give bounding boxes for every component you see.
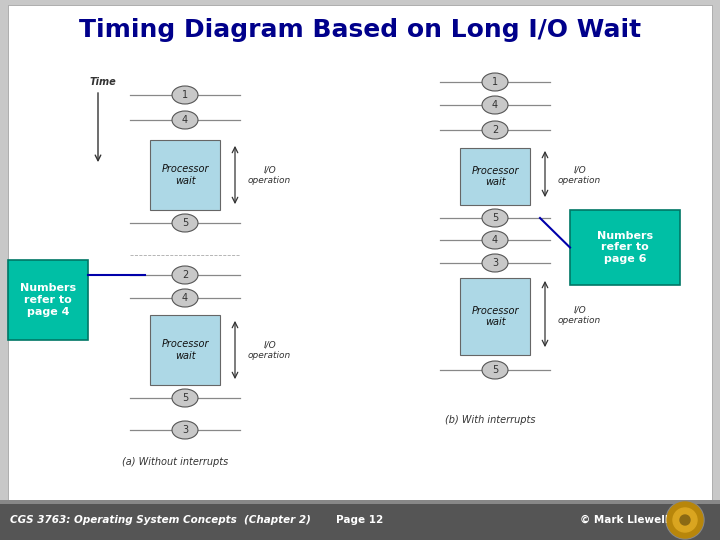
Ellipse shape [172, 266, 198, 284]
Circle shape [673, 508, 697, 532]
Ellipse shape [482, 209, 508, 227]
Ellipse shape [482, 231, 508, 249]
Ellipse shape [482, 73, 508, 91]
Text: Numbers
refer to
page 4: Numbers refer to page 4 [20, 284, 76, 316]
Text: 5: 5 [492, 365, 498, 375]
Text: 3: 3 [492, 258, 498, 268]
Text: 4: 4 [182, 115, 188, 125]
Text: 5: 5 [182, 218, 188, 228]
Bar [0, 500, 720, 504]
Ellipse shape [172, 421, 198, 439]
Text: 1: 1 [492, 77, 498, 87]
Ellipse shape [172, 289, 198, 307]
Text: I/O
operation: I/O operation [248, 340, 292, 360]
Text: Processor
wait: Processor wait [472, 306, 518, 327]
Text: (b) With interrupts: (b) With interrupts [445, 415, 535, 425]
Bar [0, 500, 720, 540]
Circle shape [667, 502, 703, 538]
Text: Numbers
refer to
page 6: Numbers refer to page 6 [597, 231, 653, 264]
Text: 2: 2 [492, 125, 498, 135]
Bar [460, 278, 530, 355]
Text: Timing Diagram Based on Long I/O Wait: Timing Diagram Based on Long I/O Wait [79, 18, 641, 42]
Text: CGS 3763: Operating System Concepts  (Chapter 2): CGS 3763: Operating System Concepts (Cha… [10, 515, 311, 525]
Text: © Mark Llewellyn: © Mark Llewellyn [580, 515, 683, 525]
Bar [460, 148, 530, 205]
Text: 2: 2 [182, 270, 188, 280]
Ellipse shape [482, 361, 508, 379]
Text: 3: 3 [182, 425, 188, 435]
Text: 5: 5 [182, 393, 188, 403]
Ellipse shape [172, 214, 198, 232]
Text: 4: 4 [492, 100, 498, 110]
Text: 4: 4 [182, 293, 188, 303]
Text: 4: 4 [492, 235, 498, 245]
Ellipse shape [172, 86, 198, 104]
Circle shape [666, 501, 704, 539]
Text: Processor
wait: Processor wait [161, 164, 209, 186]
Ellipse shape [172, 389, 198, 407]
Ellipse shape [482, 121, 508, 139]
Text: Processor
wait: Processor wait [472, 166, 518, 187]
Text: I/O
operation: I/O operation [248, 165, 292, 185]
Bar [8, 260, 88, 340]
Text: (a) Without interrupts: (a) Without interrupts [122, 457, 228, 467]
Bar [570, 210, 680, 285]
Ellipse shape [482, 96, 508, 114]
Text: Page 12: Page 12 [336, 515, 384, 525]
Bar [150, 315, 220, 385]
Text: Processor
wait: Processor wait [161, 339, 209, 361]
Text: 1: 1 [182, 90, 188, 100]
Text: Time: Time [90, 77, 117, 87]
Bar [150, 140, 220, 210]
Text: 5: 5 [492, 213, 498, 223]
Ellipse shape [482, 254, 508, 272]
Text: I/O
operation: I/O operation [558, 165, 601, 185]
Circle shape [680, 515, 690, 525]
Ellipse shape [172, 111, 198, 129]
Text: I/O
operation: I/O operation [558, 305, 601, 325]
